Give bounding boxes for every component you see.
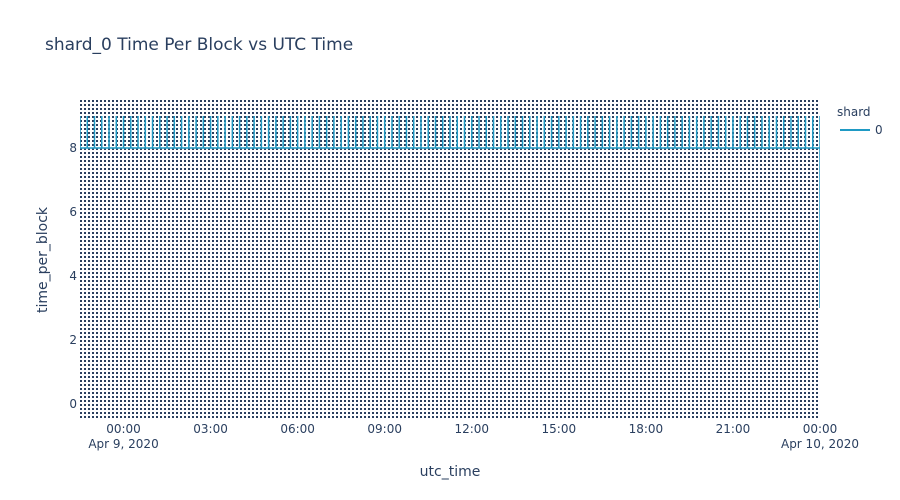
legend-entry-0[interactable]: 0 [875,123,883,137]
legend[interactable]: shard 0 [837,105,883,137]
x-tick-date-label: Apr 10, 2020 [781,437,859,451]
x-tick-label: 00:00 [106,422,141,436]
y-axis: 0 2 4 6 8 [69,141,77,411]
x-tick-label: 15:00 [542,422,577,436]
x-tick-label: 21:00 [716,422,751,436]
series-group [80,116,820,308]
legend-title: shard [837,105,871,119]
x-tick-label: 00:00 [803,422,838,436]
y-tick-label: 6 [69,205,77,219]
x-tick-label: 03:00 [193,422,228,436]
x-tick-date-label: Apr 9, 2020 [88,437,158,451]
y-axis-title: time_per_block [35,206,51,313]
y-tick-label: 2 [69,333,77,347]
plot-background [80,100,820,420]
chart-title: shard_0 Time Per Block vs UTC Time [45,35,353,55]
y-tick-label: 0 [69,397,77,411]
x-tick-label: 12:00 [454,422,489,436]
plot-area [80,100,820,420]
x-tick-label: 06:00 [280,422,315,436]
x-tick-label: 18:00 [629,422,664,436]
x-tick-label: 09:00 [367,422,402,436]
y-tick-label: 4 [69,269,77,283]
x-axis-title: utc_time [420,464,481,480]
y-tick-label: 8 [69,141,77,155]
series-line-0[interactable] [80,116,820,308]
